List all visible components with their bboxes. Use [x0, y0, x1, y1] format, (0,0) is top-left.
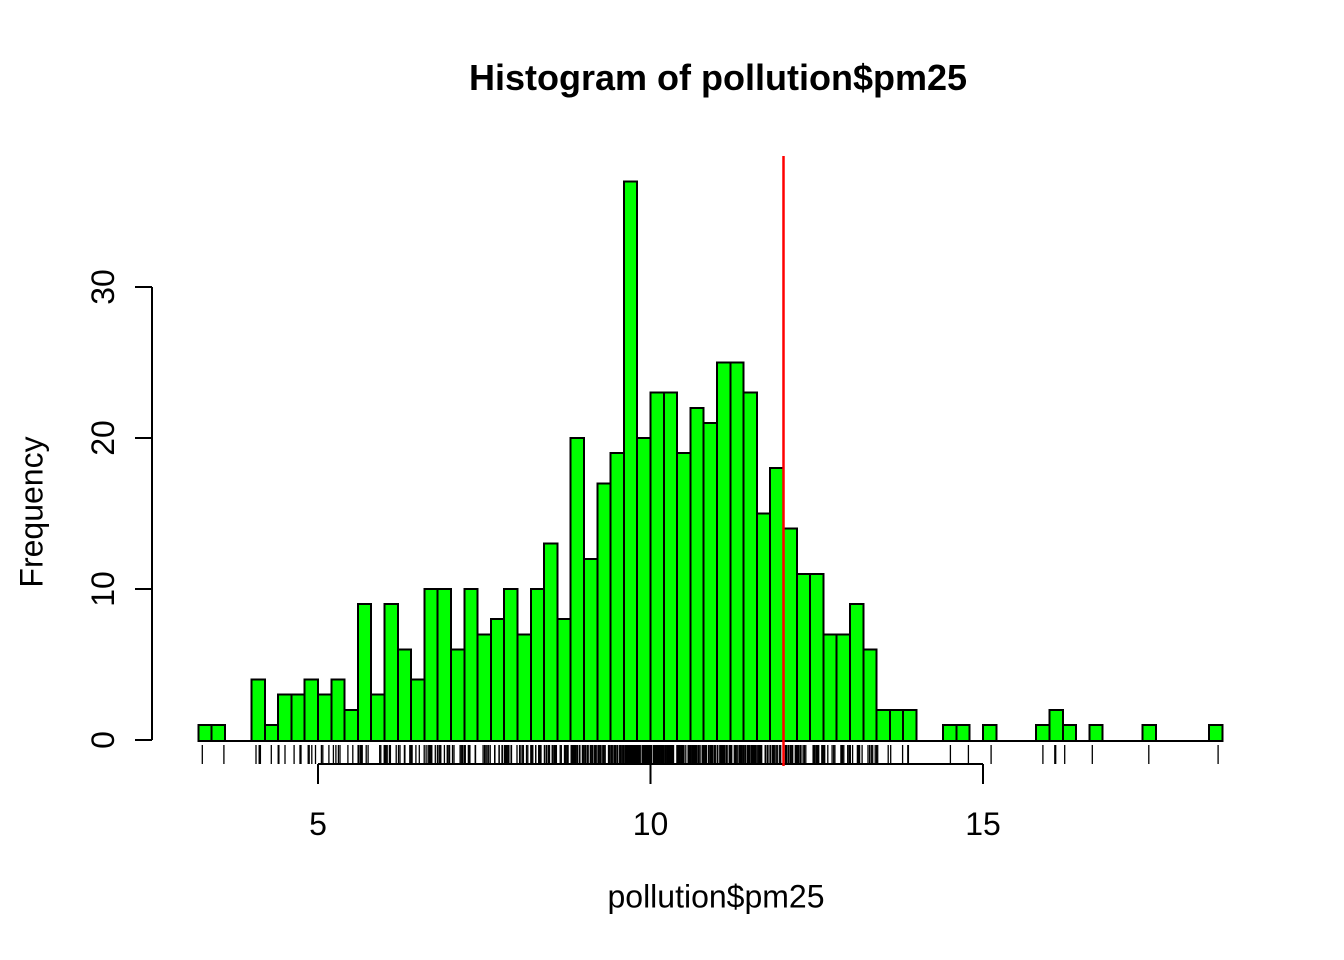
histogram-bar [729, 361, 745, 742]
histogram-bar [1035, 723, 1051, 743]
histogram-bar [463, 588, 479, 742]
histogram-bar [835, 633, 852, 742]
histogram-bar [955, 723, 971, 743]
histogram-bar [303, 678, 320, 742]
histogram-bar [277, 693, 293, 743]
histogram-bar [982, 723, 998, 743]
histogram-bar [622, 180, 639, 743]
histogram-bar [875, 708, 891, 742]
histogram-bar [290, 693, 306, 743]
histogram-bar [423, 588, 439, 742]
histogram-bar [636, 437, 652, 742]
histogram-bar [516, 633, 532, 742]
histogram-bar [263, 723, 280, 743]
histogram-bar [755, 512, 772, 742]
histogram-bar [769, 467, 785, 742]
histogram-bar [596, 482, 612, 742]
histogram-bar [649, 391, 665, 742]
histogram-bar [356, 603, 373, 742]
x-axis-title: pollution$pm25 [607, 878, 825, 915]
histogram-bar [396, 648, 413, 743]
histogram-bar [317, 693, 333, 743]
histogram-bar [250, 678, 266, 742]
y-tick-label: 30 [85, 269, 121, 305]
histogram-bar [676, 452, 692, 742]
histogram-bar [702, 421, 719, 742]
histogram-bar [330, 678, 346, 742]
histogram-bar [556, 618, 572, 743]
histogram-bar [436, 588, 453, 742]
y-tick-label: 20 [85, 420, 121, 456]
histogram-bar [822, 633, 838, 742]
histogram-bar [782, 527, 798, 742]
histogram-bar [543, 542, 559, 743]
histogram-bar [210, 723, 226, 743]
histogram-bar [809, 572, 825, 743]
histogram-bar [370, 693, 386, 743]
y-tick-label: 0 [85, 731, 121, 749]
histogram-bar [888, 708, 905, 742]
histogram-bar [609, 452, 625, 742]
histogram-bar [410, 678, 426, 742]
histogram-bar [1088, 723, 1104, 743]
x-tick-label: 5 [309, 806, 327, 842]
histogram-bar [529, 588, 546, 742]
histogram-bar [849, 603, 865, 742]
chart-title: Histogram of pollution$pm25 [468, 57, 968, 98]
histogram-bar [489, 618, 506, 743]
histogram-bar [1141, 723, 1157, 743]
histogram-bar [662, 391, 679, 742]
histogram-bar [383, 603, 399, 742]
histogram-bar [476, 633, 492, 742]
histogram-bar [795, 572, 812, 743]
histogram-bar [569, 437, 586, 742]
y-tick-label: 10 [85, 571, 121, 607]
histogram-bar [742, 391, 758, 742]
histogram-bar [197, 723, 213, 743]
histogram-bar [942, 723, 958, 743]
histogram-bar [1061, 723, 1078, 743]
x-tick-label: 10 [633, 806, 669, 842]
histogram-bar [1208, 723, 1224, 743]
histogram-bar [343, 708, 359, 742]
histogram-bar [689, 406, 705, 742]
histogram-bar [450, 648, 466, 743]
histogram-bar [862, 648, 878, 743]
histogram-bar [503, 588, 519, 742]
x-tick-label: 15 [965, 806, 1001, 842]
histogram-bar [716, 361, 732, 742]
histogram-bar [1048, 708, 1064, 742]
histogram-bar [583, 557, 599, 742]
histogram-bar [902, 708, 918, 742]
